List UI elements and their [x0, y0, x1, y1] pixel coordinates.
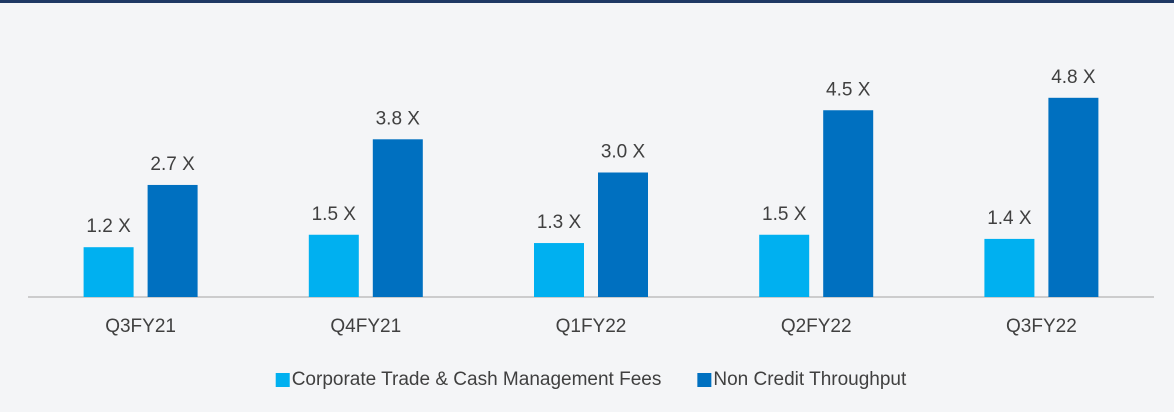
legend-label: Non Credit Throughput: [713, 369, 907, 390]
top-border: [0, 0, 1174, 3]
bar: [308, 234, 359, 297]
bar: [598, 172, 648, 297]
bar: [534, 243, 584, 297]
legend-swatch: [275, 373, 290, 387]
x-tick-label: Q3FY21: [105, 316, 176, 337]
data-label: 3.8 X: [376, 108, 421, 129]
bar: [372, 139, 423, 297]
x-tick-label: Q2FY22: [781, 316, 852, 337]
data-label: 2.7 X: [150, 154, 195, 175]
data-label: 1.4 X: [987, 208, 1032, 229]
data-label: 1.2 X: [86, 216, 131, 237]
bar: [83, 247, 134, 297]
bar: [147, 184, 198, 297]
data-label: 1.5 X: [312, 204, 357, 225]
bar: [823, 110, 874, 297]
data-label: 1.5 X: [762, 204, 807, 225]
legend-swatch: [697, 373, 712, 387]
data-label: 4.5 X: [826, 79, 871, 100]
x-tick-label: Q1FY22: [556, 316, 627, 337]
bar: [1048, 97, 1099, 297]
data-label: 3.0 X: [601, 142, 646, 163]
bar: [759, 234, 810, 297]
legend-label: Corporate Trade & Cash Management Fees: [292, 369, 662, 390]
data-label: 4.8 X: [1051, 67, 1096, 88]
bar: [984, 238, 1035, 297]
x-tick-label: Q4FY21: [330, 316, 401, 337]
x-tick-label: Q3FY22: [1006, 316, 1077, 337]
data-label: 1.3 X: [537, 212, 582, 233]
